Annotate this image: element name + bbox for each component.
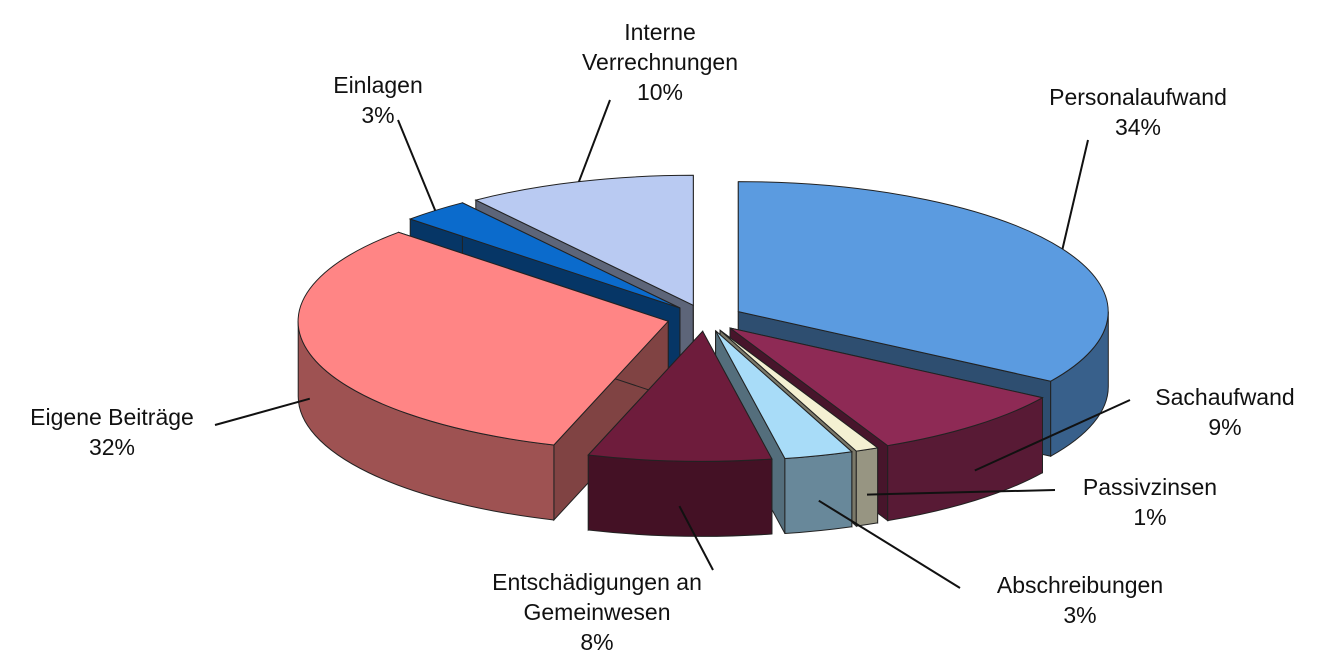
leader-line — [214, 397, 311, 426]
leader-line — [1061, 139, 1089, 250]
value-label: 8% — [580, 629, 614, 655]
slice-wall — [784, 451, 853, 535]
slice-label: Interne Verrechnungen 10% — [555, 17, 765, 107]
leader-line — [397, 119, 437, 211]
slice-label: Entschädigungen an Gemeinwesen 8% — [462, 567, 732, 657]
value-label: 10% — [636, 79, 684, 105]
slice-label: Einlagen 3% — [303, 70, 453, 130]
value-label: 3% — [1063, 602, 1097, 628]
category-label: Interne Verrechnungen — [581, 19, 738, 75]
value-label: 9% — [1208, 414, 1242, 440]
value-label: 34% — [1114, 114, 1162, 140]
slice-label: Abschreibungen 3% — [960, 570, 1200, 630]
slice — [587, 330, 773, 462]
category-label: Passivzinsen — [1082, 474, 1218, 500]
leader-line — [974, 399, 1131, 472]
leader-line — [818, 499, 961, 589]
slice-wall — [587, 454, 773, 537]
value-label: 32% — [88, 434, 136, 460]
slice — [737, 181, 1109, 382]
category-label: Abschreibungen — [996, 572, 1164, 598]
slice — [715, 330, 853, 460]
category-label: Sachaufwand — [1155, 384, 1295, 410]
slice — [408, 202, 681, 309]
category-label: Eigene Beiträge — [30, 404, 194, 430]
value-label: 3% — [361, 102, 395, 128]
leader-line — [866, 489, 1056, 496]
slice-wall — [855, 447, 879, 527]
slice — [297, 231, 670, 446]
leader-line — [678, 505, 714, 571]
value-label: 1% — [1133, 504, 1167, 530]
slice — [729, 327, 1044, 447]
leader-line — [577, 99, 611, 183]
category-label: Entschädigungen an Gemeinwesen — [492, 569, 702, 625]
category-label: Personalaufwand — [1049, 84, 1227, 110]
slice-label: Sachaufwand 9% — [1125, 382, 1318, 442]
category-label: Einlagen — [333, 72, 423, 98]
slice-label: Personalaufwand 34% — [1008, 82, 1268, 142]
slice — [719, 329, 879, 452]
slice-label: Eigene Beiträge 32% — [2, 402, 222, 462]
slice-label: Passivzinsen 1% — [1050, 472, 1250, 532]
